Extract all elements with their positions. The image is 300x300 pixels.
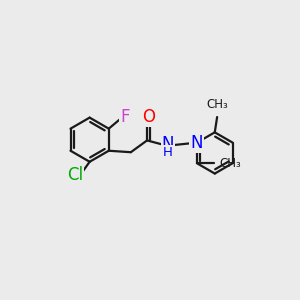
Text: O: O (142, 109, 155, 127)
Text: Cl: Cl (68, 166, 84, 184)
Text: N: N (161, 135, 174, 153)
Text: H: H (163, 146, 172, 159)
Text: F: F (120, 109, 129, 127)
Text: CH₃: CH₃ (219, 157, 241, 170)
Text: N: N (190, 134, 202, 152)
Text: CH₃: CH₃ (207, 98, 229, 110)
